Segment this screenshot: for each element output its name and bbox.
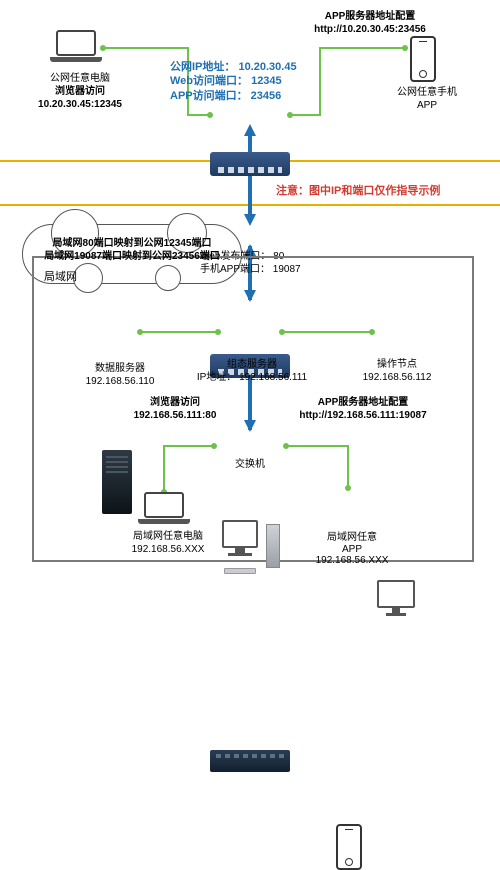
op-node-ip: 192.168.56.112 <box>352 371 442 384</box>
op-node-icon <box>374 580 418 624</box>
lan-phone-label: 局域网任意 <box>310 532 394 544</box>
wan-phone-icon <box>410 36 436 82</box>
config-server-label: 组态服务器 <box>192 358 312 371</box>
lan-phone-labels: 局域网任意 APP 192.168.56.XXX <box>310 532 394 567</box>
lan-pc-label: 局域网任意电脑 <box>118 530 218 543</box>
switch-icon <box>210 750 290 772</box>
wan-laptop-icon <box>50 30 102 66</box>
db-server-ip: 192.168.56.110 <box>70 375 170 388</box>
lan-app-config-block: APP服务器地址配置 http://192.168.56.111:19087 <box>268 396 458 422</box>
op-node-labels: 操作节点 192.168.56.112 <box>352 358 442 384</box>
divider-bottom <box>0 204 500 206</box>
lan-box-label: 局域网 <box>44 268 77 284</box>
db-server-labels: 数据服务器 192.168.56.110 <box>70 362 170 388</box>
public-router-icon <box>210 152 290 176</box>
lan-phone-app: APP <box>310 544 394 556</box>
public-router-config: 公网IP地址： 10.20.30.45 Web访问端口： 12345 APP访问… <box>150 60 350 103</box>
lan-browser-access: 浏览器访问 <box>110 396 240 409</box>
lan-browser-block: 浏览器访问 192.168.56.111:80 <box>110 396 240 422</box>
config-server-labels: 组态服务器 IP地址： 192.168.56.111 <box>192 358 312 384</box>
browser-url: 10.20.30.45:12345 <box>30 98 130 111</box>
lan-browser-url: 192.168.56.111:80 <box>110 409 240 422</box>
wan-phone-label: 公网任意手机 <box>392 86 462 99</box>
db-server-icon <box>102 450 132 514</box>
wan-laptop-labels: 公网任意电脑 浏览器访问 10.20.30.45:12345 <box>30 72 130 111</box>
wan-pc-label: 公网任意电脑 <box>30 72 130 85</box>
web-port-line: Web访问端口： 12345 <box>170 74 350 88</box>
app-port-line: APP访问端口： 23456 <box>170 89 350 103</box>
app-config-label: APP服务器地址配置 <box>280 10 460 23</box>
top-app-config: APP服务器地址配置 http://10.20.30.45:23456 <box>280 10 460 36</box>
wan-phone-labels: 公网任意手机 APP <box>392 86 462 112</box>
app-config-url: http://10.20.30.45:23456 <box>280 23 460 36</box>
switch-label: 交换机 <box>222 458 278 471</box>
config-server-icon <box>222 520 280 574</box>
lan-laptop-icon <box>138 492 190 528</box>
public-ip-line: 公网IP地址： 10.20.30.45 <box>170 60 350 74</box>
mapping-line1: 局域网80端口映射到公网12345端口 <box>35 237 229 250</box>
db-server-label: 数据服务器 <box>70 362 170 375</box>
lan-phone-icon <box>336 824 362 870</box>
wan-phone-app: APP <box>392 99 462 112</box>
op-node-label: 操作节点 <box>352 358 442 371</box>
lan-app-config-url: http://192.168.56.111:19087 <box>268 409 458 422</box>
lan-app-config-label: APP服务器地址配置 <box>268 396 458 409</box>
mapping-line2: 局域网19087端口映射到公网23456端口 <box>35 250 229 263</box>
browser-access-label: 浏览器访问 <box>30 85 130 98</box>
config-server-ip: IP地址： 192.168.56.111 <box>192 371 312 384</box>
lan-phone-ip: 192.168.56.XXX <box>310 555 394 567</box>
warning-text: 注意：图中IP和端口仅作指导示例 <box>276 182 440 198</box>
lan-laptop-labels: 局域网任意电脑 192.168.56.XXX <box>118 530 218 556</box>
lan-pc-ip: 192.168.56.XXX <box>118 543 218 556</box>
